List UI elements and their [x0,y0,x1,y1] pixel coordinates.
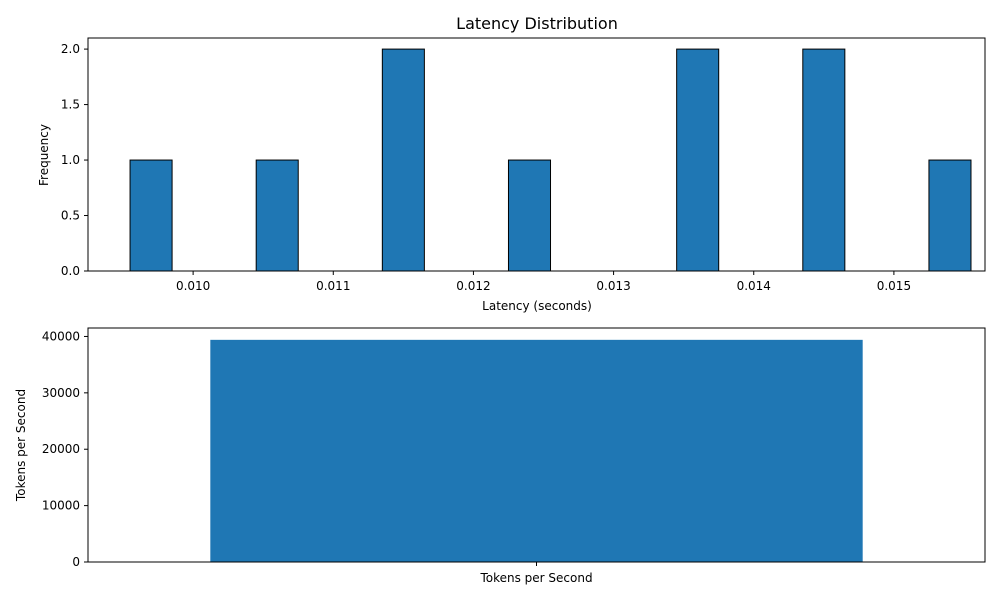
tps-y-tick-label: 10000 [42,499,80,513]
hist-x-ticks: 0.010 0.011 0.012 0.013 0.014 0.015 [176,271,911,293]
tps-y-label: Tokens per Second [14,389,28,502]
hist-x-tick-label: 0.010 [176,279,210,293]
tps-y-tick-label: 30000 [42,386,80,400]
hist-y-label: Frequency [37,124,51,186]
tps-x-ticks: Tokens per Second [479,562,593,585]
hist-bar [676,48,720,272]
tps-bar [210,339,863,562]
hist-x-tick-label: 0.012 [456,279,490,293]
hist-bar [802,48,846,272]
tps-y-ticks: 0 10000 20000 30000 40000 [42,329,88,569]
tps-y-tick-label: 0 [72,555,80,569]
hist-bar [507,159,552,272]
hist-x-tick-label: 0.015 [877,279,911,293]
hist-y-tick-label: 0.5 [61,209,80,223]
hist-title: Latency Distribution [456,14,618,33]
hist-x-label: Latency (seconds) [482,299,592,313]
hist-bar [255,159,299,272]
hist-y-ticks: 0.0 0.5 1.0 1.5 2.0 [61,42,88,278]
hist-bar [381,48,425,272]
hist-x-tick-label: 0.013 [596,279,630,293]
hist-y-tick-label: 0.0 [61,264,80,278]
tokens-per-second-chart: Tokens per Second 010000200003000040000 … [14,327,986,585]
hist-y-tick-label: 1.5 [61,98,80,112]
hist-bar [129,159,173,272]
hist-y-tick-label: 2.0 [61,42,80,56]
tps-bars [210,339,863,562]
latency-histogram-chart: Latency Distribution 0.010 0.011 0.012 0.01… [37,14,986,313]
hist-x-tick-label: 0.011 [316,279,350,293]
tps-y-tick-label: 20000 [42,442,80,456]
tps-y-tick-label: 40000 [42,329,80,343]
hist-x-tick-label: 0.014 [737,279,771,293]
hist-y-tick-label: 1.0 [61,153,80,167]
hist-bars [129,48,972,272]
tps-x-tick-label: Tokens per Second [479,571,592,585]
hist-bar [928,159,972,272]
hist-axes-frame [87,37,986,272]
